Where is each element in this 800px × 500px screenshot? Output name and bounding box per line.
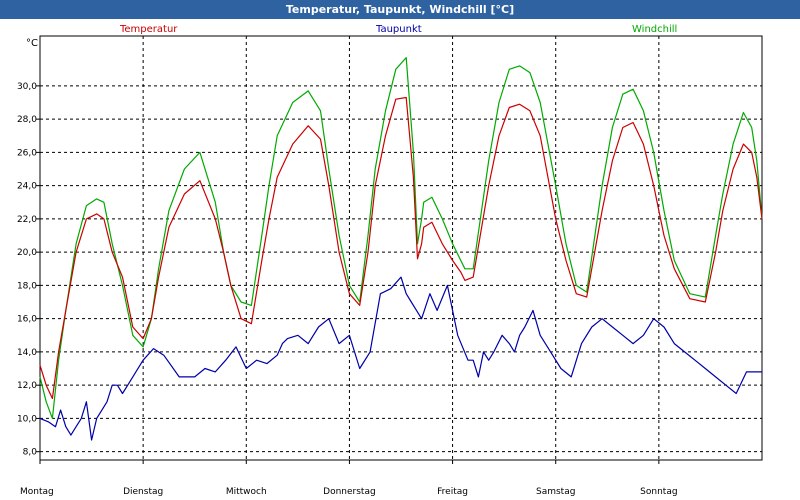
series-line-taupunkt	[39, 276, 762, 441]
x-tick-day: Samstag	[536, 487, 575, 497]
series-line-windchill	[39, 56, 763, 419]
y-tick-label: 14,0	[17, 348, 37, 358]
y-axis-unit: °C	[26, 38, 38, 49]
y-tick-label: 22,0	[17, 215, 37, 225]
legend-temperatur: Temperatur	[120, 24, 178, 35]
x-tick-day: Montag	[20, 487, 54, 497]
chart-title-bar: Temperatur, Taupunkt, Windchill [°C]	[0, 0, 800, 19]
series-line-temperatur	[39, 96, 763, 400]
y-tick-label: 20,0	[17, 248, 37, 258]
y-tick-label: 24,0	[17, 182, 37, 192]
y-tick-label: 26,0	[17, 148, 37, 158]
plot-area	[39, 35, 763, 461]
x-tick-day: Freitag	[437, 487, 468, 497]
y-tick-label: 18,0	[17, 281, 37, 291]
y-tick-label: 16,0	[17, 315, 37, 325]
x-tick-day: Dienstag	[123, 487, 163, 497]
legend-windchill: Windchill	[632, 24, 678, 35]
y-tick-label: 30,0	[17, 82, 37, 92]
y-tick-label: 8,0	[23, 448, 38, 458]
legend-taupunkt: Taupunkt	[376, 24, 422, 35]
temperature-chart: 8,0 10,0 12,0 14,0 16,0 18,0 20,0 22,0 24,0 26,0 2…	[17, 35, 763, 497]
y-tick-label: 12,0	[17, 381, 37, 391]
y-tick-label: 10,0	[17, 414, 37, 424]
y-tick-label: 28,0	[17, 115, 37, 125]
x-tick-day: Donnerstag	[323, 487, 376, 497]
x-tick-day: Sonntag	[640, 487, 677, 497]
x-tick-day: Mittwoch	[226, 487, 267, 497]
